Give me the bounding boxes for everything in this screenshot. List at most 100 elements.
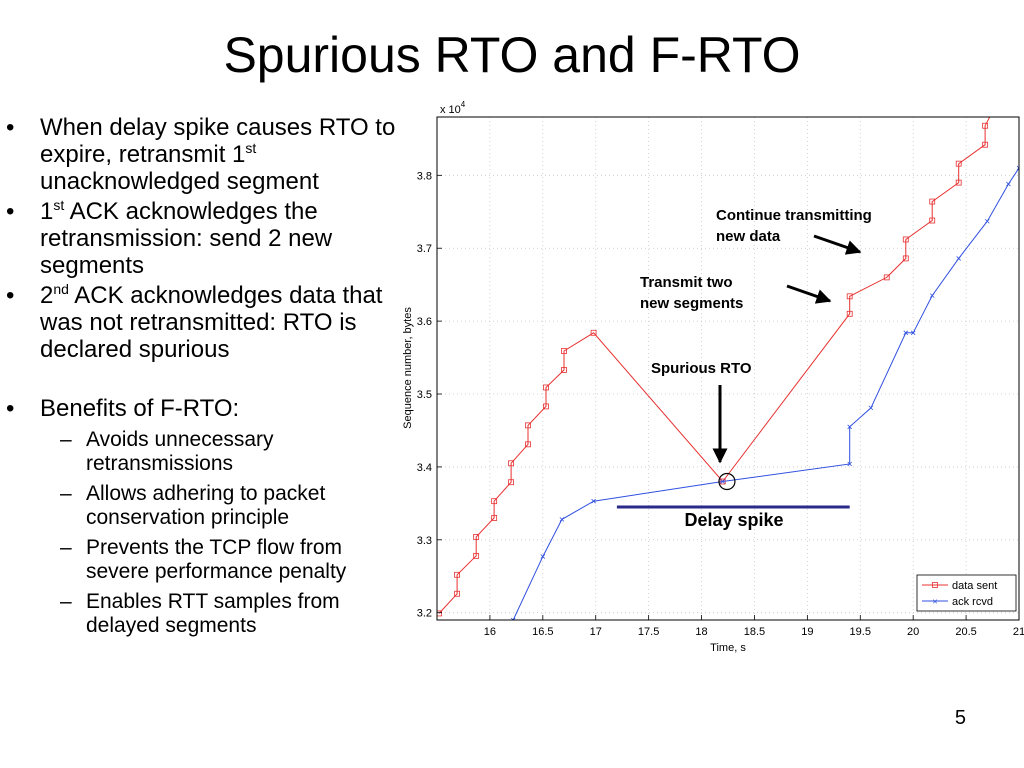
data-point-data-sent xyxy=(902,255,909,262)
data-point-data-sent xyxy=(491,498,498,505)
x-tick-label: 16 xyxy=(484,626,496,638)
data-point-data-sent xyxy=(543,384,549,391)
bullet-item: • Benefits of F-RTO: xyxy=(0,395,400,422)
page-number: 5 xyxy=(954,707,966,729)
data-point-ack-rcvd xyxy=(720,479,725,484)
bullet-text-post: unacknowledged segment xyxy=(40,168,319,195)
data-point-data-sent xyxy=(543,403,549,410)
annotation-continue-arrow xyxy=(813,234,862,255)
legend-marker-ack-rcvd: × xyxy=(932,597,937,607)
y-tick-label: 3.3 xyxy=(417,535,432,547)
sub-bullet-dash: – xyxy=(60,482,72,505)
legend-box xyxy=(916,574,1017,612)
sub-bullet-text: Prevents the TCP flow from severe perfor… xyxy=(86,536,347,583)
data-point-data-sent xyxy=(491,515,498,521)
slide-title: Spurious RTO and F-RTO xyxy=(223,27,801,83)
annotation-transmit-two: Transmit two new segments xyxy=(640,274,832,312)
data-point-ack-rcvd xyxy=(956,256,961,261)
data-point-ack-rcvd xyxy=(540,554,546,559)
annotation-spurious-rto-text: Spurious RTO xyxy=(651,360,752,377)
bullet-text-post: ACK acknowledges the retransmission: sen… xyxy=(40,198,333,279)
data-point-ack-rcvd xyxy=(847,461,852,467)
data-point-data-sent xyxy=(846,293,853,300)
data-point-ack-rcvd xyxy=(868,405,874,411)
x-tick-label: 18 xyxy=(695,626,707,638)
data-point-data-sent xyxy=(437,610,443,617)
y-tick-label: 3.8 xyxy=(417,170,432,182)
data-point-ack-rcvd xyxy=(1006,181,1011,187)
data-point-ack-rcvd xyxy=(910,330,916,336)
data-point-data-sent xyxy=(902,236,909,243)
bullet-dot: • xyxy=(6,114,15,141)
sub-bullet-text: Enables RTT samples from delayed segment… xyxy=(86,590,340,637)
bullet-text-pre: When delay spike causes RTO to expire, r… xyxy=(40,114,396,168)
data-point-data-sent xyxy=(525,422,531,429)
legend-label-data-sent: data sent xyxy=(952,580,997,592)
sub-bullet-dash: – xyxy=(60,536,72,559)
bullet-text-post: ACK acknowledges data that was not retra… xyxy=(40,282,383,363)
data-point-ack-rcvd xyxy=(984,218,990,224)
chart-grid xyxy=(437,117,1020,620)
sub-bullet-item: – Allows adhering to packet conservation… xyxy=(0,482,400,530)
annotation-continue: Continue transmitting new data xyxy=(716,207,872,255)
data-point-data-sent xyxy=(561,348,567,354)
bullet-superscript: st xyxy=(245,140,257,156)
bullet-item: • When delay spike causes RTO to expire,… xyxy=(0,114,400,195)
data-point-data-sent xyxy=(473,552,480,559)
data-point-data-sent xyxy=(929,198,936,205)
bullet-dot: • xyxy=(6,282,15,309)
annotation-continue-line2: new data xyxy=(716,228,781,245)
y-multiplier-exponent: 4 xyxy=(461,100,466,109)
sub-bullet-dash: – xyxy=(60,428,72,451)
data-point-ack-rcvd xyxy=(903,330,909,336)
x-tick-label: 16.5 xyxy=(532,626,553,638)
chart-ticks: 16 16.5 17 17.5 18 18.5 19 19.5 20 20.5 21 3.2 3.3 3.… xyxy=(417,170,1024,638)
data-point-data-sent xyxy=(883,274,890,281)
annotation-spurious-rto: Spurious RTO xyxy=(651,360,752,464)
annotation-transmit-line2: new segments xyxy=(640,295,743,312)
data-point-data-sent xyxy=(590,329,597,336)
data-point-ack-rcvd xyxy=(847,424,852,430)
spurious-rto-circle xyxy=(718,472,736,491)
bullet-item: • 2nd ACK acknowledges data that was not… xyxy=(0,282,400,363)
data-point-data-sent xyxy=(525,441,531,448)
sub-bullet-item: – Avoids unnecessary retransmissions xyxy=(0,428,400,476)
bullet-superscript: st xyxy=(53,197,65,213)
y-tick-label: 3.6 xyxy=(417,316,432,328)
legend-marker-data-sent xyxy=(932,582,938,588)
series-line-data-sent xyxy=(438,117,991,614)
data-point-data-sent xyxy=(929,217,936,224)
bullet-text-pre: Benefits of F-RTO: xyxy=(40,395,240,422)
sub-bullet-item: – Prevents the TCP flow from severe perf… xyxy=(0,536,400,584)
y-multiplier-label: x 104 xyxy=(440,100,466,116)
sub-bullet-text: Avoids unnecessary retransmissions xyxy=(86,428,274,475)
data-point-data-sent xyxy=(991,107,996,112)
annotation-transmit-line1: Transmit two xyxy=(640,274,733,291)
sub-bullet-item: – Enables RTT samples from delayed segme… xyxy=(0,590,400,638)
sub-bullet-dash: – xyxy=(60,590,72,613)
bullet-text-pre: 2 xyxy=(40,282,54,309)
data-point-ack-rcvd xyxy=(1016,165,1019,171)
data-point-data-sent xyxy=(508,460,514,467)
annotation-transmit-arrow xyxy=(786,284,832,304)
data-point-ack-rcvd xyxy=(559,517,565,522)
x-tick-label: 19 xyxy=(801,626,813,638)
data-point-data-sent xyxy=(955,160,962,167)
data-point-data-sent xyxy=(982,122,989,129)
legend: data sent × ack rcvd xyxy=(916,574,1017,612)
plot-frame xyxy=(436,116,1020,621)
data-point-data-sent xyxy=(955,179,962,186)
x-axis-label: Time, s xyxy=(710,642,746,654)
data-point-ack-rcvd xyxy=(929,293,935,298)
annotation-delay-spike: Delay spike xyxy=(684,510,783,530)
data-point-data-sent xyxy=(454,590,461,597)
data-point-data-sent xyxy=(561,367,567,373)
y-tick-label: 3.4 xyxy=(417,462,432,474)
x-tick-label: 19.5 xyxy=(850,626,871,638)
bullet-dot: • xyxy=(6,395,15,422)
sub-bullet-text: Allows adhering to packet conservation p… xyxy=(86,482,326,529)
data-point-data-sent xyxy=(508,479,514,486)
data-point-data-sent xyxy=(846,310,853,317)
data-point-data-sent xyxy=(982,141,989,148)
